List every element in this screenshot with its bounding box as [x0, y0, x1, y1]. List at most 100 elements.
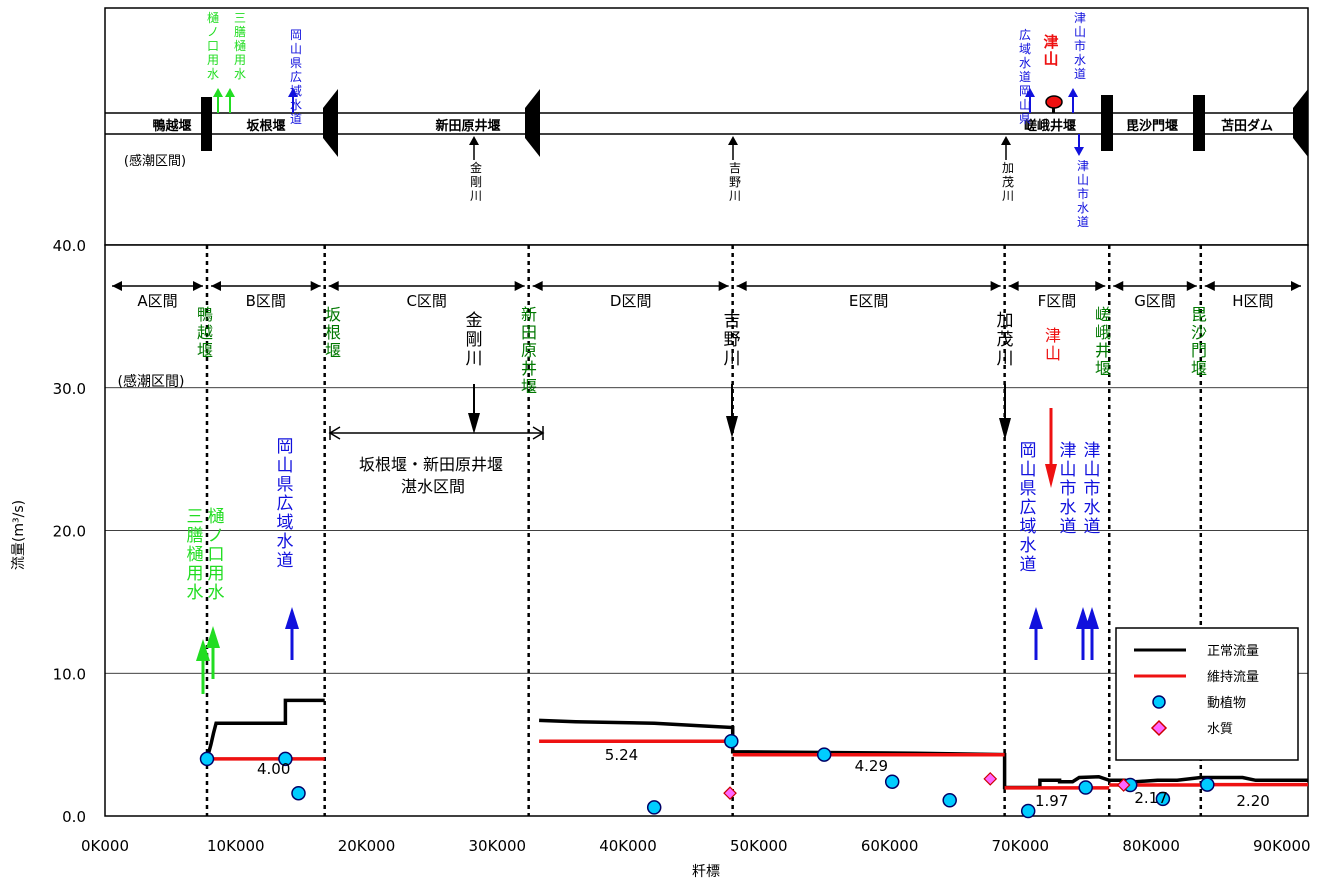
section-arrow-right-6	[1186, 281, 1197, 291]
section-label-6: G区間	[1134, 292, 1176, 310]
section-arrow-left-6	[1113, 281, 1124, 291]
weir-label-kamo: 鴨越堰	[152, 118, 191, 134]
weir-marker-shindenbara	[525, 89, 540, 157]
river-schematic: 鴨越堰 坂根堰 新田原井堰 嵯峨井堰 毘沙門堰 苫田ダム (感潮区間)	[104, 7, 1309, 246]
tributary-arrow-kongo	[469, 136, 479, 160]
legend-label-flora-fauna: 動植物	[1207, 696, 1246, 711]
city-label-main: 津山	[1045, 326, 1061, 363]
intake-arrow-tsuyama-main-2	[1085, 607, 1099, 660]
marker-flora-0	[199, 751, 215, 767]
weir-label-main-4: 毘沙門堰	[1191, 305, 1207, 378]
weir-label-main-0: 鴨越堰	[197, 305, 213, 360]
marker-flora-8	[1020, 803, 1036, 819]
y-axis-title: 流量(m³/s)	[11, 500, 27, 570]
x-tick-1: 10K000	[207, 837, 265, 855]
section-label-2: C区間	[406, 292, 446, 310]
section-arrow-right-4	[990, 281, 1001, 291]
marker-flora-4	[724, 733, 739, 749]
city-marker-tsuyama	[1045, 95, 1063, 109]
weir-label-sakane: 坂根堰	[246, 118, 285, 134]
legend-label-normal-flow: 正常流量	[1207, 644, 1259, 659]
intake-label-tsuyama-up: 津山市水道	[1074, 11, 1086, 81]
data-label-3: 1.97	[1035, 792, 1068, 810]
section-label-7: H区間	[1232, 292, 1273, 310]
y-tick-4: 40.0	[53, 237, 86, 255]
section-arrow-left-2	[328, 281, 339, 291]
data-label-1: 5.24	[605, 746, 638, 764]
weir-label-main-2: 新田原井堰	[521, 305, 537, 396]
section-arrow-right-2	[514, 281, 525, 291]
city-marker-stem	[1052, 108, 1055, 113]
weir-marker-end	[1293, 89, 1308, 157]
y-tick-0: 0.0	[62, 808, 86, 826]
section-arrow-right-5	[1095, 281, 1106, 291]
marker-quality-1	[983, 772, 998, 786]
weir-marker-tomata	[1193, 95, 1205, 151]
legend-swatch-flora-fauna	[1152, 695, 1166, 709]
tributary-arrow-yoshino	[728, 136, 738, 160]
x-tick-2: 20K000	[338, 837, 396, 855]
marker-flora-11	[1155, 791, 1171, 807]
tidal-label-plot: (感潮区間)	[118, 373, 185, 390]
weir-label-main-1: 坂根堰	[325, 305, 341, 360]
intake-arrow-tsuyama-main-1	[1076, 607, 1090, 660]
weir-label-tomata: 苫田ダム	[1221, 118, 1273, 134]
data-label-5: 2.20	[1236, 792, 1269, 810]
legend-swatch-water-quality	[1150, 719, 1168, 737]
section-arrow-left-4	[736, 281, 747, 291]
intake-label-main-4: 津山市水道	[1060, 441, 1077, 537]
tidal-label-top: (感潮区間)	[124, 153, 186, 169]
x-axis-ticks: 0K000 10K000 20K000 30K000 40K000 50K000 60K00…	[81, 837, 1311, 855]
marker-quality-2	[1116, 778, 1131, 792]
main-annotations: 鴨越堰 坂根堰 新田原井堰 嵯峨井堰 毘沙門堰 金剛川 吉野川 加茂川 津山三膳樋用水樋ノ口用水…	[187, 305, 1208, 603]
tributary-label-yoshino-top: 吉野川	[729, 161, 741, 203]
section-arrow-right-0	[192, 281, 203, 291]
x-tick-5: 50K000	[730, 837, 788, 855]
intake-arrow-okayama-lower	[1025, 88, 1035, 113]
intake-arrow-tsuyama-down	[1074, 134, 1084, 156]
weir-marker-kamo	[201, 97, 212, 151]
x-axis-title: 粁標	[692, 864, 720, 880]
plot-area: A区間 B区間 C区間 D区間 E区間 F区間 G区間 H区間 鴨越堰 坂根堰 新田原井堰 嵯峨井堰…	[11, 237, 1311, 880]
x-tick-6: 60K000	[861, 837, 919, 855]
marker-flora-5	[816, 747, 832, 762]
section-label-5: F区間	[1038, 292, 1077, 310]
data-label-0: 4.00	[257, 760, 290, 778]
series-line-0-seg-1	[539, 718, 1308, 790]
section-label-1: B区間	[246, 292, 286, 310]
x-tick-7: 70K000	[992, 837, 1050, 855]
data-markers	[199, 733, 1215, 819]
intake-label-main-5: 津山市水道	[1084, 441, 1101, 537]
intake-label-mitsuzen-top: 三膳樋用水	[234, 11, 246, 81]
section-label-3: D区間	[610, 292, 652, 310]
tributary-arrow-kamogawa-main	[999, 384, 1011, 440]
x-tick-9: 90K000	[1253, 837, 1311, 855]
legend-label-water-quality: 水質	[1207, 722, 1233, 737]
tributary-label-main-1: 吉野川	[724, 311, 741, 369]
intake-arrow-okayama-upper	[288, 88, 298, 113]
tributary-label-main-2: 加茂川	[997, 311, 1014, 369]
marker-quality-0	[723, 786, 737, 801]
data-label-2: 4.29	[855, 757, 888, 775]
marker-flora-9	[1078, 780, 1093, 795]
section-arrow-left-0	[112, 281, 122, 291]
intake-label-okayama-top: 岡山県広域水道	[290, 28, 302, 126]
weir-label-shindenbara: 新田原井堰	[435, 118, 500, 134]
weir-label-main-3: 嵯峨井堰	[1095, 305, 1111, 378]
data-labels: 4.00 5.24 4.29 1.97 2.17 2.20	[257, 746, 1270, 810]
section-arrow-left-7	[1204, 281, 1215, 291]
intake-label-main-3: 岡山県広域水道	[1020, 441, 1037, 575]
marker-flora-1	[278, 751, 293, 767]
marker-flora-3	[646, 800, 662, 815]
intake-label-main-1: 樋ノ口用水	[208, 507, 225, 603]
intake-arrow-hinokuchi-main	[206, 626, 220, 679]
tributary-arrow-kamogawa	[1001, 136, 1011, 160]
y-tick-1: 10.0	[53, 665, 86, 683]
weir-label-bishamon: 毘沙門堰	[1126, 118, 1178, 134]
section-label-0: A区間	[137, 292, 177, 310]
section-arrow-left-3	[532, 281, 543, 291]
tributary-arrow-kongo-main	[468, 384, 480, 434]
tributary-arrow-yoshino-main	[726, 384, 738, 438]
